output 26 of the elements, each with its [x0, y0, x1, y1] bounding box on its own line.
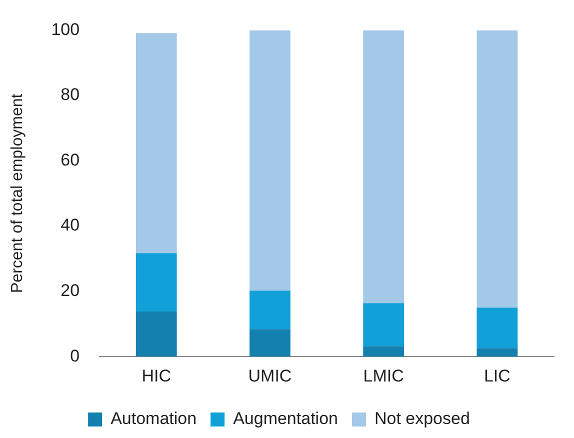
bar [476, 30, 518, 308]
bar [136, 33, 177, 254]
legend-label: Automation [110, 409, 197, 428]
y-tick-label: 100 [51, 20, 80, 39]
y-tick-label: 60 [60, 150, 80, 170]
bar [476, 308, 518, 348]
y-tick-label: 80 [60, 85, 80, 104]
x-tick-label: UMIC [248, 366, 292, 386]
y-tick-label: 0 [70, 346, 80, 366]
bar [363, 346, 404, 357]
bar [250, 30, 290, 291]
bar [136, 253, 177, 312]
bar [136, 312, 177, 357]
bar [363, 303, 404, 346]
bar [250, 329, 290, 357]
x-tick-label: HIC [142, 366, 172, 386]
legend-label: Not exposed [374, 409, 470, 428]
bar [476, 348, 518, 357]
bar [363, 30, 404, 304]
bar [250, 290, 290, 330]
y-axis-title: Percent of total employment [9, 93, 26, 294]
x-tick-label: LMIC [363, 366, 404, 386]
y-tick-label: 40 [60, 216, 80, 235]
legend-label: Augmentation [233, 409, 338, 428]
y-tick-label: 20 [60, 281, 80, 300]
x-tick-label: LIC [484, 366, 510, 386]
